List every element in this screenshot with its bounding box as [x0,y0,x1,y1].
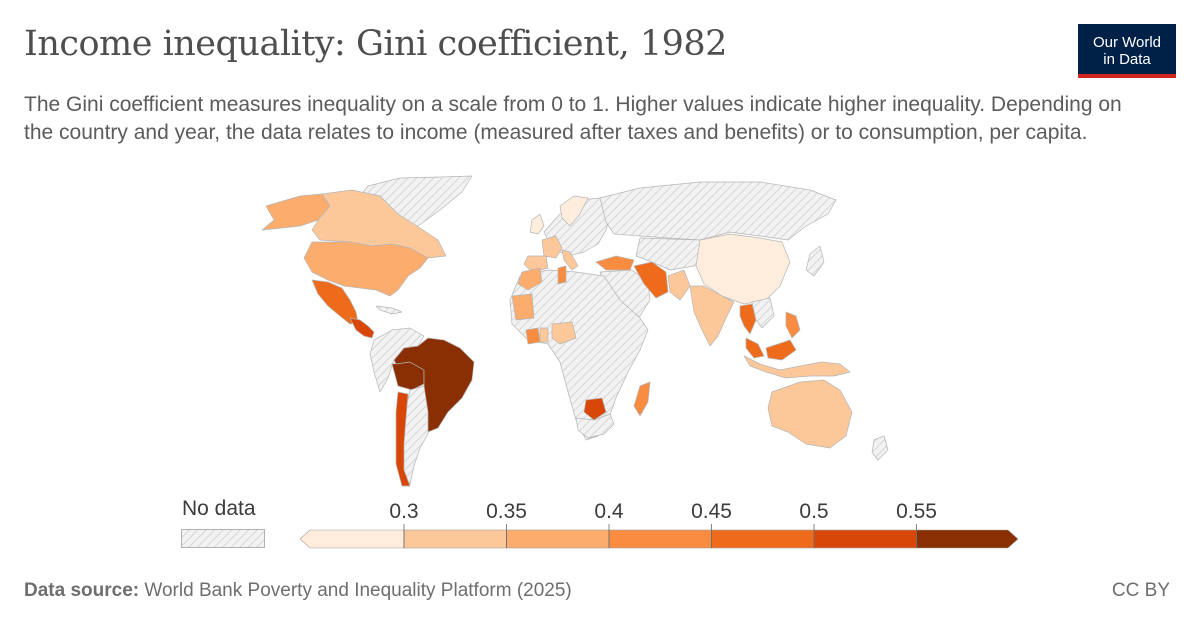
india[interactable] [689,285,735,347]
russia[interactable] [599,181,837,241]
legend-tick-label: 0.5 [799,500,828,523]
thailand[interactable] [739,303,757,335]
chart-title: Income inequality: Gini coefficient, 198… [24,24,727,64]
legend-no-data-swatch [181,529,265,548]
legend-bin-1[interactable] [299,529,405,549]
legend-bin-5[interactable] [711,529,815,549]
philippines[interactable] [785,311,801,339]
italy[interactable] [561,249,579,271]
tunisia[interactable] [557,265,567,285]
mauritania[interactable] [511,293,535,321]
legend-tick-label: 0.45 [691,500,732,523]
nigeria[interactable] [551,321,577,345]
legend-bin-7[interactable] [916,529,1019,549]
botswana[interactable] [583,397,607,421]
legend-tick-label: 0.3 [389,500,418,523]
chart-subtitle: The Gini coefficient measures inequality… [24,93,1122,144]
borneo-malaysia[interactable] [765,339,797,361]
pakistan[interactable] [667,269,691,301]
logo-line-2: in Data [1103,51,1151,68]
legend-bin-3[interactable] [506,529,610,549]
japan[interactable] [805,245,825,277]
data-source: Data source: World Bank Poverty and Ineq… [24,580,572,602]
legend-tick-label: 0.55 [896,500,937,523]
legend-tick-label: 0.4 [594,500,624,523]
new-zealand[interactable] [871,435,889,461]
uk[interactable] [529,213,545,235]
legend-bin-6[interactable] [813,529,917,549]
owid-logo[interactable]: Our World in Data [1078,24,1176,78]
morocco[interactable] [517,267,543,291]
chile[interactable] [395,391,411,487]
logo-line-1: Our World [1092,34,1162,51]
australia[interactable] [767,379,853,449]
brazil[interactable] [393,337,475,433]
china[interactable] [695,233,791,305]
legend-tick-label: 0.35 [486,500,527,523]
turkey[interactable] [595,255,635,271]
france[interactable] [541,235,563,259]
scandinavia[interactable] [559,195,589,227]
legend-no-data-label: No data [182,497,256,520]
usa[interactable] [303,241,429,297]
license-link[interactable]: CC BY [1111,580,1170,601]
ghana[interactable] [539,327,549,343]
malaysia[interactable] [745,337,765,359]
alaska[interactable] [261,193,331,231]
cuba[interactable] [375,305,403,315]
madagascar[interactable] [633,381,651,417]
legend-bin-2[interactable] [403,529,507,549]
data-source-text[interactable]: World Bank Poverty and Inequality Platfo… [144,580,572,601]
se-asia-nodata[interactable] [751,297,775,329]
legend-bin-4[interactable] [608,529,712,549]
indonesia[interactable] [743,355,851,379]
south-africa[interactable] [575,413,615,439]
data-source-label: Data source: [24,580,140,601]
central-america[interactable] [349,317,375,339]
